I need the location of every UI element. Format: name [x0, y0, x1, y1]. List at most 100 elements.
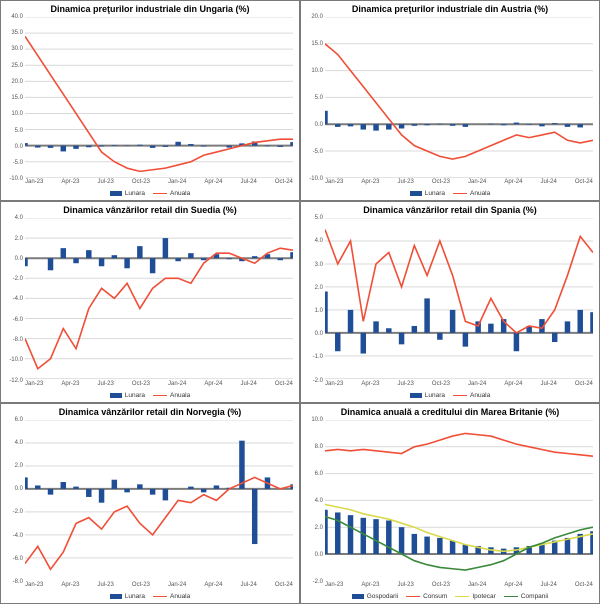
x-tick-label: Jan-23 [325, 381, 343, 390]
y-tick-label: 10.0 [301, 417, 323, 423]
y-tick-label: -10.0 [1, 357, 23, 363]
y-tick-label: -6.0 [1, 317, 23, 323]
x-tick-label: Oct-23 [432, 179, 450, 188]
bar [201, 258, 206, 260]
bar [124, 488, 129, 491]
x-tick-label: Apr-24 [504, 582, 522, 591]
chart-title: Dinamica preţurilor industriale din Aust… [301, 1, 599, 17]
legend-item: Anuala [153, 392, 190, 399]
bar [277, 146, 282, 147]
bar [137, 145, 142, 146]
bar [86, 488, 91, 496]
plot-area: -2.00.02.04.06.08.010.0 [301, 420, 599, 582]
x-tick-label: Jul-24 [540, 582, 556, 591]
x-tick-label: Apr-23 [361, 381, 379, 390]
bar [61, 482, 66, 489]
bar [25, 477, 28, 488]
plot-svg [325, 420, 593, 581]
plot-svg [25, 218, 293, 379]
legend-item: Lunara [110, 392, 145, 399]
bar [386, 328, 391, 333]
y-tick-label: 8.0 [301, 444, 323, 450]
x-tick-label: Oct-23 [132, 179, 150, 188]
y-tick-label: -8.0 [1, 579, 23, 585]
y-tick-label: 15.0 [301, 41, 323, 47]
y-tick-label: 20.0 [301, 14, 323, 20]
legend-swatch-line [455, 596, 469, 597]
bar [437, 124, 442, 125]
x-tick-label: Oct-24 [275, 381, 293, 390]
plot-svg [25, 420, 293, 581]
x-tick-label: Jan-24 [168, 381, 186, 390]
series-line [325, 433, 593, 456]
y-tick-label: -8.0 [1, 337, 23, 343]
bar [48, 488, 53, 494]
bar [424, 536, 429, 553]
bar [86, 146, 91, 148]
legend-label: Lunara [425, 190, 445, 197]
legend: LunaraAnuala [1, 188, 299, 200]
chart-uk: Dinamica anuală a creditului din Marea B… [300, 403, 600, 604]
y-tick-label: 2.0 [1, 236, 23, 242]
x-tick-label: Jan-24 [168, 179, 186, 188]
bar [290, 142, 293, 146]
bar [73, 486, 78, 488]
legend-item: Anuala [453, 190, 490, 197]
x-tick-label: Jul-24 [240, 582, 256, 591]
bar [335, 333, 340, 351]
y-tick-label: -5.0 [301, 149, 323, 155]
bar [201, 146, 206, 147]
y-tick-label: 20.0 [1, 79, 23, 85]
bar [348, 515, 353, 554]
y-tick-label: 4.0 [301, 498, 323, 504]
bar [325, 111, 328, 124]
y-tick-label: 10.0 [301, 68, 323, 74]
legend-swatch-bar [110, 191, 122, 196]
bar [290, 252, 293, 258]
y-tick-label: 6.0 [1, 417, 23, 423]
bar [373, 124, 378, 130]
legend-item: Companii [504, 593, 548, 600]
x-tick-label: Jul-23 [98, 179, 114, 188]
series-line [325, 230, 593, 333]
bar [252, 488, 257, 543]
y-tick-label: -2.0 [301, 378, 323, 384]
x-tick-label: Oct-24 [575, 582, 593, 591]
y-tick-label: 15.0 [1, 95, 23, 101]
y-tick-label: 5.0 [1, 128, 23, 134]
chart-austria: Dinamica preţurilor industriale din Aust… [300, 0, 600, 201]
legend-item: Lunara [410, 392, 445, 399]
x-tick-label: Jul-23 [398, 179, 414, 188]
x-tick-label: Apr-23 [361, 179, 379, 188]
legend-swatch-line [504, 596, 518, 597]
plot-area: -8.0-6.0-4.0-2.00.02.04.06.0 [1, 420, 299, 582]
legend: Lunara Anuala [1, 390, 299, 402]
bar [25, 143, 28, 146]
bar [335, 512, 340, 554]
legend-swatch-bar [110, 393, 122, 398]
bar [412, 533, 417, 553]
bar [424, 124, 429, 125]
bar [450, 124, 455, 126]
plot-area: -2.0-1.00.01.02.03.04.05.0 [301, 218, 599, 380]
y-tick-label: 3.0 [301, 262, 323, 268]
chart-title: Dinamica preţurilor industriale din Unga… [1, 1, 299, 17]
bar [265, 146, 270, 147]
y-tick-label: -12.0 [1, 378, 23, 384]
legend-swatch-line [453, 193, 467, 194]
legend-swatch-line [153, 596, 167, 597]
x-tick-label: Apr-24 [204, 381, 222, 390]
y-tick-label: 2.0 [301, 285, 323, 291]
bar [590, 312, 593, 333]
legend-label: Anuala [170, 392, 190, 399]
plot-svg [25, 17, 293, 178]
bar [437, 333, 442, 340]
legend: LunaraAnuala [301, 390, 599, 402]
bar [412, 326, 417, 333]
x-tick-label: Jan-23 [325, 179, 343, 188]
y-tick-label: -1.0 [301, 354, 323, 360]
bar [565, 322, 570, 333]
bar [112, 145, 117, 146]
x-tick-label: Oct-24 [275, 179, 293, 188]
bar [450, 310, 455, 333]
